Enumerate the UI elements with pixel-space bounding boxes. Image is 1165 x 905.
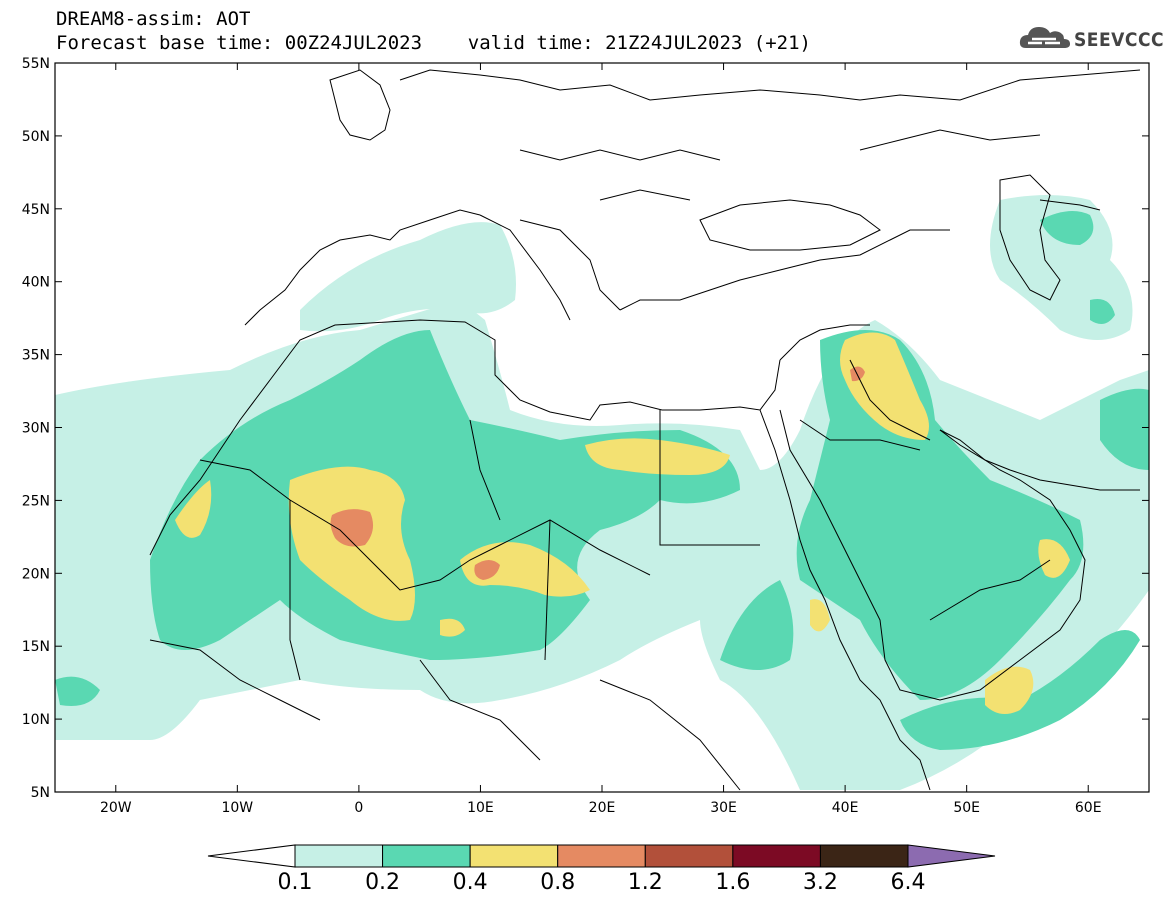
seevccc-logo: SEEVCCC	[1018, 22, 1164, 58]
borders-coastlines	[149, 69, 1141, 791]
logo-text: SEEVCCC	[1074, 29, 1165, 51]
lon-tick-label: 10E	[467, 800, 494, 816]
lat-tick-label: 50N	[22, 129, 50, 145]
lon-tick-label: 0	[354, 800, 363, 816]
colorbar-under-arrow	[207, 844, 296, 868]
lon-tick-label: 60E	[1075, 800, 1102, 816]
colorbar-label: 6.4	[890, 870, 926, 895]
lon-tick-label: 40E	[832, 800, 859, 816]
colorbar-box	[469, 844, 559, 868]
lat-tick-label: 35N	[22, 348, 50, 364]
lon-tick-label: 10W	[221, 800, 253, 816]
colorbar-box	[644, 844, 734, 868]
colorbar	[207, 844, 996, 868]
lon-tick-label: 30E	[710, 800, 737, 816]
lat-tick-label: 20N	[22, 566, 50, 582]
aot-fields	[55, 195, 1149, 790]
colorbar-box	[819, 844, 909, 868]
lat-tick-label: 40N	[22, 275, 50, 291]
colorbar-label: 0.8	[540, 870, 576, 895]
colorbar-label: 3.2	[802, 870, 838, 895]
map-title: DREAM8-assim: AOT	[56, 8, 251, 30]
lat-tick-label: 5N	[31, 785, 50, 801]
colorbar-box	[294, 844, 384, 868]
lon-tick-label: 20W	[100, 800, 132, 816]
aot-level-0-8	[330, 366, 865, 580]
colorbar-box	[382, 844, 471, 868]
longitude-axis: 20W 10W 0 10E 20E 30E 40E 50E 60E	[100, 63, 1102, 816]
colorbar-label: 0.1	[277, 870, 313, 895]
colorbar-label: 0.2	[365, 870, 401, 895]
forecast-time-info: Forecast base time: 00Z24JUL2023 valid t…	[56, 32, 811, 54]
aot-level-0-2	[55, 211, 1149, 750]
lat-tick-label: 45N	[22, 202, 50, 218]
colorbar-label: 1.2	[627, 870, 663, 895]
lat-tick-label: 15N	[22, 639, 50, 655]
colorbar-label: 1.6	[715, 870, 751, 895]
lon-tick-label: 50E	[953, 800, 980, 816]
lat-tick-label: 30N	[22, 421, 50, 437]
colorbar-box	[732, 844, 821, 868]
colorbar-label: 0.4	[452, 870, 488, 895]
colorbar-over-arrow	[907, 844, 996, 868]
colorbar-box	[557, 844, 646, 868]
latitude-axis: 55N 50N 45N 40N 35N 30N 25N 20N 15N 10N 5N	[22, 56, 1149, 801]
lat-tick-label: 25N	[22, 493, 50, 509]
lat-tick-label: 10N	[22, 712, 50, 728]
lon-tick-label: 20E	[589, 800, 616, 816]
cloud-icon	[1019, 27, 1070, 48]
lat-tick-label: 55N	[22, 56, 50, 72]
